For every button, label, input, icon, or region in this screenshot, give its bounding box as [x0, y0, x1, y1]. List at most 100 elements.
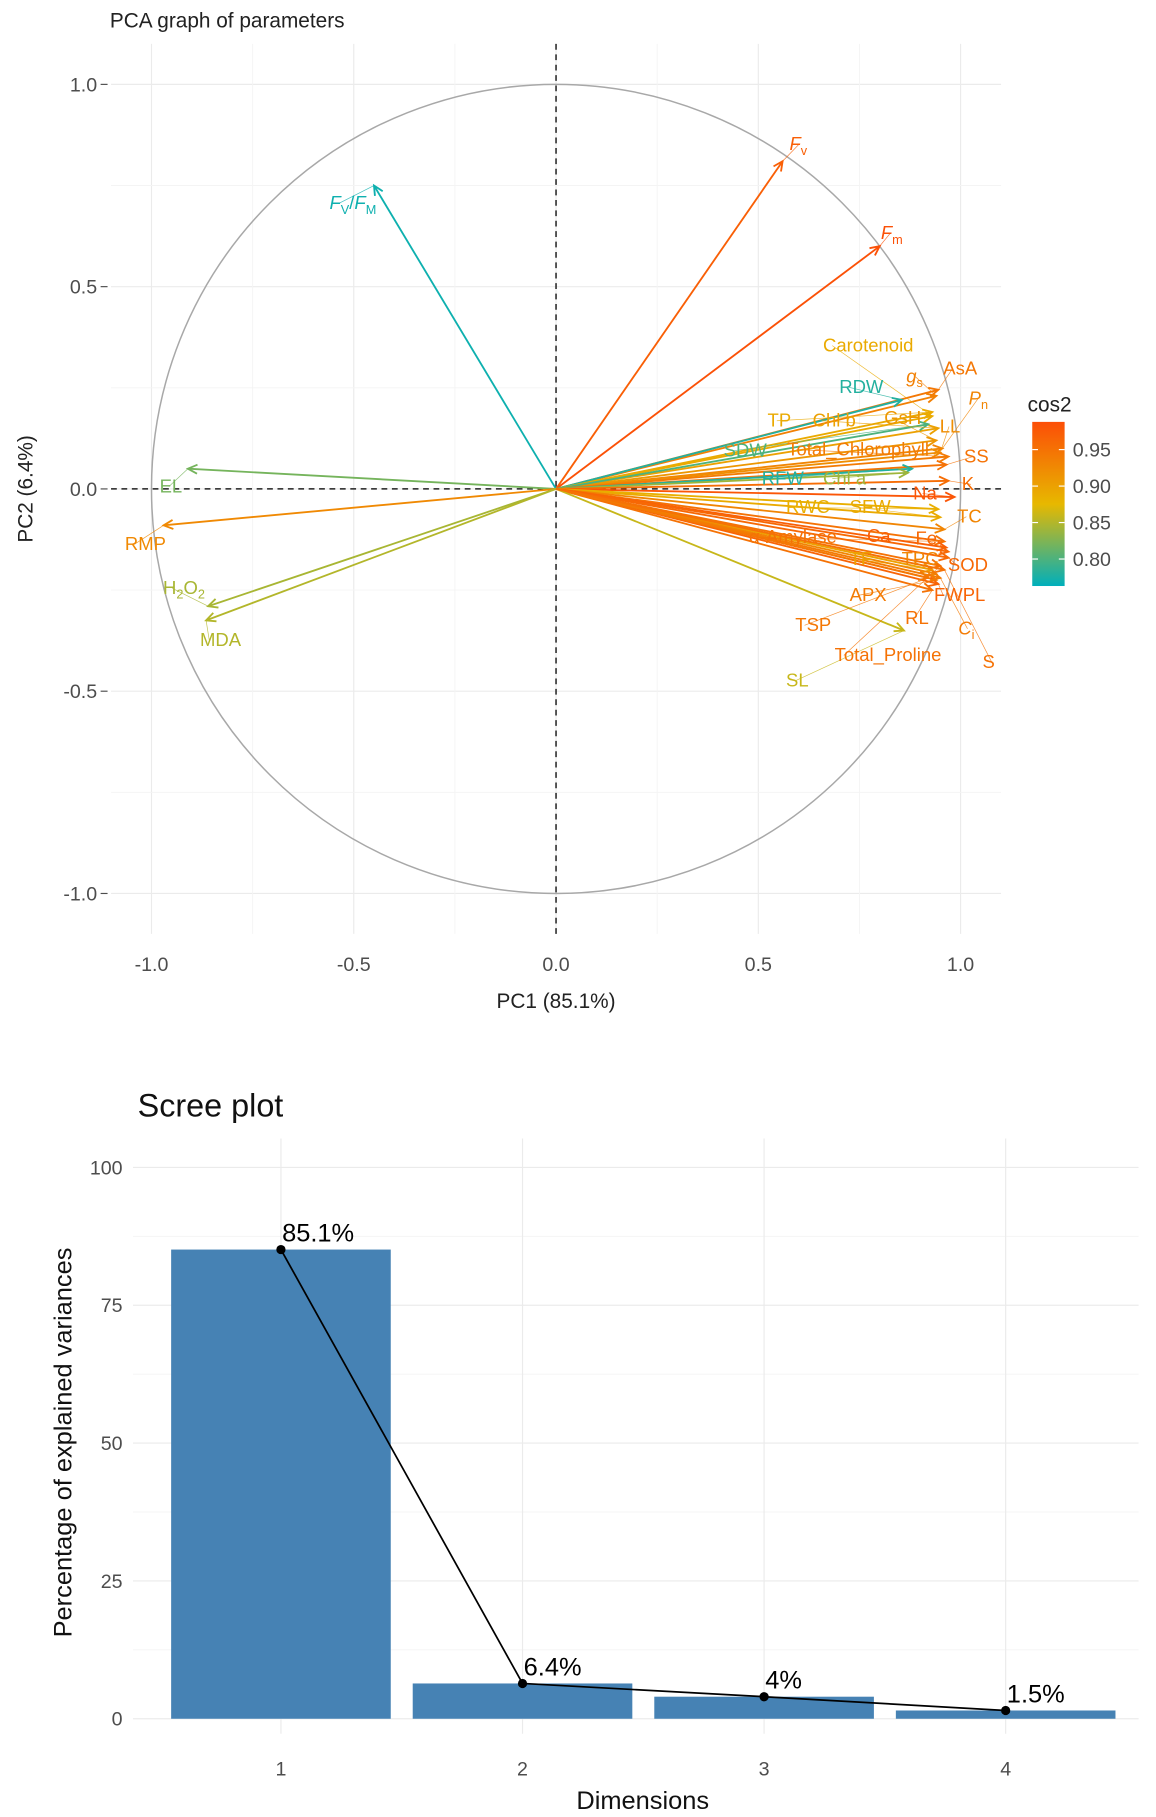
variable-label: Fe — [916, 527, 938, 548]
variance-point — [1001, 1705, 1011, 1716]
variable-label: TPC — [902, 548, 939, 569]
label-leader — [832, 345, 933, 417]
arrow-shaft — [555, 399, 903, 490]
pca-title: PCA graph of parameters — [110, 10, 345, 33]
variable-label: TF — [850, 548, 873, 569]
x-tick-label: 3 — [759, 1758, 770, 1780]
label-leader — [782, 144, 800, 162]
arrow-fv-fm — [372, 183, 557, 490]
scree-y-axis-title: Percentage of explained variances — [50, 1248, 78, 1638]
variable-label: FWPL — [934, 584, 985, 605]
label-leader — [172, 588, 209, 607]
y-tick-label: -1.0 — [63, 883, 97, 905]
variable-label: α-Amylase — [749, 526, 837, 547]
y-tick-label: 1.0 — [70, 74, 97, 96]
arrow-shaft — [555, 427, 939, 490]
label-leader — [948, 480, 972, 485]
arrow-shaft — [556, 488, 955, 498]
variable-label: Total_Chlorophyll — [787, 438, 929, 460]
arrow-shaft — [555, 488, 905, 632]
y-tick-label: 0.5 — [70, 277, 97, 299]
legend-title: cos2 — [1028, 393, 1072, 416]
variable-label: Fv — [790, 133, 808, 158]
label-leader — [795, 630, 905, 682]
scree-axis-ticks: 0 25 50 75 100 1 2 3 4 — [90, 1157, 1011, 1780]
variable-label: SFW — [850, 496, 892, 517]
variable-label: Ca — [867, 525, 891, 546]
y-tick-label: 0 — [112, 1709, 123, 1731]
legend-tick-label: 0.85 — [1073, 512, 1111, 534]
cos2-legend: cos2 0.95 0.90 0.85 0.80 — [1028, 393, 1111, 587]
arrow-shaft — [555, 439, 937, 490]
variable-label: gs — [906, 366, 923, 391]
variable-label: SL — [786, 670, 809, 691]
arrow-shaft — [555, 488, 949, 559]
arrow-shaft — [555, 471, 909, 490]
x-tick-label: 2 — [517, 1758, 528, 1780]
variable-label: Ci — [958, 618, 974, 643]
label-leader — [914, 589, 933, 619]
label-leader — [879, 233, 891, 247]
label-leader — [796, 449, 949, 457]
arrow-shaft — [555, 488, 941, 519]
variable-label: EL — [160, 475, 183, 496]
scree-x-axis-title: Dimensions — [576, 1787, 709, 1815]
label-leader — [940, 426, 950, 453]
y-tick-label: 0.0 — [70, 479, 97, 501]
pca-axis-ticks: -1.0 -0.5 0.0 0.5 1.0 1.0 0.5 0.0 -0.5 -1.0 — [63, 74, 974, 976]
label-leader — [133, 525, 164, 545]
label-leader — [922, 493, 955, 498]
variable-label: SDW — [724, 440, 768, 461]
variable-label: S — [983, 651, 995, 672]
variable-label: RFW — [762, 467, 805, 488]
arrow-shaft — [556, 479, 949, 490]
variable-label: APX — [850, 584, 887, 605]
bar-dim-2 — [412, 1683, 633, 1719]
arrow-shaft — [187, 467, 557, 490]
arrow-shaft — [555, 455, 949, 490]
label-leader — [858, 559, 933, 571]
variable-label: RDW — [839, 376, 884, 397]
x-tick-label: 4 — [1000, 1758, 1011, 1780]
label-leader — [832, 472, 909, 479]
label-leader — [944, 516, 967, 530]
arrow-shaft — [555, 245, 881, 490]
label-leader — [821, 420, 939, 429]
label-leader — [843, 565, 941, 656]
arrow-tc — [555, 488, 947, 534]
variable-label: RWC — [786, 496, 830, 517]
variable-label: Pn — [969, 388, 988, 413]
variable-label: Carotenoid — [823, 334, 913, 355]
x-tick-label: 0.5 — [745, 954, 772, 976]
label-leader — [168, 468, 189, 487]
legend-tick-label: 0.95 — [1073, 440, 1111, 462]
variance-line — [280, 1249, 1006, 1712]
variable-label: TSP — [795, 614, 831, 635]
label-leader — [948, 557, 958, 566]
label-leader — [940, 577, 968, 629]
variable-label: RMP — [125, 533, 166, 554]
legend-tick-label: 0.80 — [1073, 549, 1111, 571]
variable-label: LL — [940, 415, 961, 436]
arrow-shaft — [555, 488, 945, 571]
variance-point — [759, 1692, 769, 1702]
pca-variables-plot: PCA graph of parameters -1.0 -0.5 0.0 0.5 1.… — [14, 10, 1111, 1013]
arrow-shaft — [205, 488, 557, 622]
variable-label: TC — [957, 505, 982, 526]
arrow-head — [934, 523, 947, 534]
variable-label: Chl a — [823, 467, 867, 488]
variable-label: GsH — [884, 407, 921, 428]
arrow-el — [185, 463, 557, 490]
x-tick-label: 1.0 — [947, 954, 974, 976]
label-leader — [732, 423, 929, 452]
arrow-shaft — [555, 423, 929, 490]
label-leader — [804, 577, 929, 626]
label-leader — [910, 559, 937, 575]
variable-label: SS — [964, 445, 989, 466]
label-leader — [946, 456, 974, 465]
pca-y-axis-title: PC2 (6.4%) — [14, 435, 37, 542]
label-leader — [858, 579, 937, 596]
legend-ticks: 0.95 0.90 0.85 0.80 — [1032, 440, 1111, 571]
legend-tick-label: 0.90 — [1073, 476, 1111, 498]
